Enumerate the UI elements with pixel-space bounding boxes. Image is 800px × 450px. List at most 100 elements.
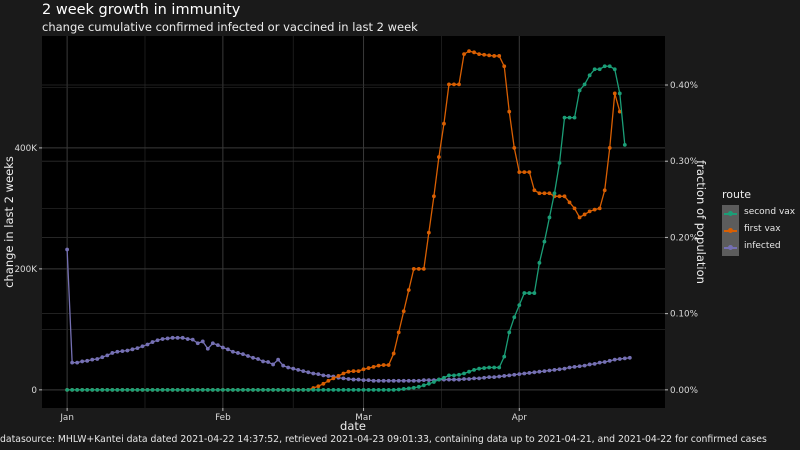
data-point-second-vax (381, 387, 386, 392)
data-point-infected (311, 371, 316, 376)
data-point-second-vax (507, 330, 512, 335)
data-point-first-vax (316, 384, 321, 389)
data-point-second-vax (160, 387, 165, 392)
data-point-infected (210, 341, 215, 346)
data-point-second-vax (236, 387, 240, 392)
data-point-first-vax (507, 109, 512, 114)
data-point-second-vax (396, 387, 401, 392)
data-point-first-vax (401, 309, 406, 314)
data-point-infected (241, 352, 245, 357)
data-source-caption: datasource: MHLW+Kantei data dated 2021-… (0, 434, 767, 445)
data-point-infected (396, 378, 401, 383)
y2-tick-label: 0.20% (670, 233, 698, 243)
data-point-infected (416, 378, 421, 383)
data-point-second-vax (517, 303, 522, 308)
data-point-second-vax (95, 387, 100, 392)
data-point-infected (90, 357, 95, 362)
data-point-infected (256, 357, 260, 361)
data-point-infected (155, 338, 160, 343)
x-axis-label: date (340, 419, 366, 433)
data-point-first-vax (426, 230, 431, 235)
data-point-second-vax (361, 387, 366, 392)
data-point-infected (381, 378, 386, 383)
data-point-infected (522, 371, 527, 376)
data-point-infected (246, 354, 250, 358)
data-point-infected (185, 337, 190, 341)
data-point-first-vax (376, 363, 381, 368)
data-point-second-vax (271, 387, 276, 392)
data-point-second-vax (497, 365, 502, 370)
data-point-infected (160, 337, 165, 341)
data-point-second-vax (557, 161, 562, 165)
data-point-first-vax (351, 369, 356, 373)
data-point-second-vax (376, 387, 381, 392)
data-point-infected (130, 347, 135, 352)
data-point-first-vax (341, 371, 346, 376)
data-point-second-vax (512, 315, 517, 320)
data-point-infected (457, 377, 461, 382)
data-point-infected (577, 364, 582, 369)
data-point-second-vax (527, 291, 532, 295)
data-point-infected (537, 369, 542, 374)
data-point-first-vax (582, 212, 587, 217)
data-point-second-vax (115, 387, 120, 392)
legend-title: route (722, 188, 752, 201)
data-point-first-vax (612, 91, 617, 96)
data-point-first-vax (437, 155, 441, 159)
data-point-first-vax (492, 54, 497, 58)
data-point-first-vax (326, 378, 331, 383)
data-point-second-vax (200, 387, 205, 392)
data-point-infected (291, 366, 296, 371)
data-point-second-vax (622, 142, 627, 147)
data-point-infected (391, 378, 396, 383)
data-point-infected (70, 360, 75, 365)
data-point-first-vax (386, 363, 391, 367)
data-point-infected (286, 365, 291, 370)
data-point-infected (80, 359, 85, 364)
data-point-infected (326, 374, 331, 378)
data-point-first-vax (442, 121, 446, 126)
data-point-second-vax (90, 387, 95, 392)
data-point-infected (507, 373, 512, 378)
data-point-infected (301, 369, 306, 373)
data-point-infected (627, 355, 632, 360)
data-point-infected (180, 335, 185, 340)
y2-axis-label: fraction of population (694, 160, 708, 284)
data-point-first-vax (567, 200, 572, 205)
data-point-infected (467, 377, 471, 381)
legend-label: second vax (744, 207, 796, 217)
data-point-second-vax (80, 387, 85, 392)
data-point-first-vax (457, 82, 461, 87)
data-point-second-vax (592, 67, 597, 72)
data-point-first-vax (572, 206, 577, 211)
data-point-infected (281, 363, 286, 368)
data-point-infected (236, 351, 240, 355)
data-point-infected (150, 340, 155, 344)
data-point-infected (512, 372, 517, 377)
data-point-second-vax (246, 387, 250, 392)
data-point-infected (75, 360, 80, 365)
data-point-second-vax (195, 387, 200, 392)
data-point-second-vax (482, 366, 487, 370)
data-point-second-vax (256, 387, 260, 392)
data-point-first-vax (411, 266, 416, 271)
legend-item-infected: infected (722, 239, 800, 256)
chart-subtitle: change cumulative confirmed infected or … (42, 20, 418, 34)
data-point-infected (135, 346, 140, 351)
data-point-second-vax (210, 387, 215, 392)
data-point-second-vax (241, 387, 245, 392)
data-point-second-vax (532, 291, 537, 295)
data-point-second-vax (457, 372, 461, 377)
data-point-infected (125, 348, 130, 353)
data-point-first-vax (336, 374, 341, 378)
data-point-second-vax (205, 387, 210, 392)
data-point-second-vax (492, 365, 497, 370)
data-point-infected (306, 370, 311, 375)
data-point-second-vax (411, 385, 416, 390)
data-point-second-vax (215, 387, 220, 392)
y2-tick-label: 0.30% (670, 157, 698, 167)
data-point-infected (557, 367, 562, 372)
data-point-second-vax (276, 387, 281, 392)
data-point-first-vax (527, 170, 532, 175)
data-point-first-vax (517, 170, 522, 175)
